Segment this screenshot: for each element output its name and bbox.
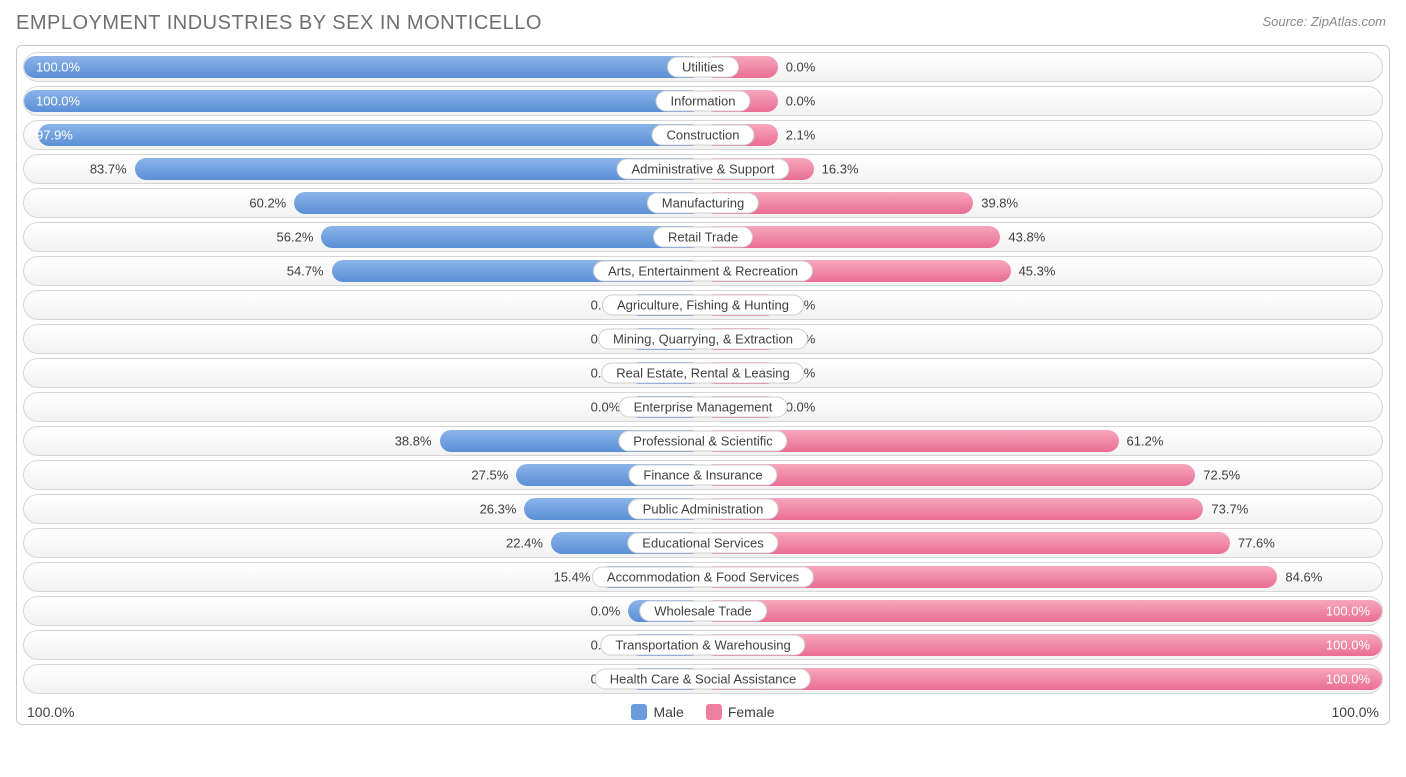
male-value: 54.7% bbox=[287, 264, 324, 279]
male-value: 60.2% bbox=[249, 196, 286, 211]
chart-row: 0.0%0.0%Agriculture, Fishing & Hunting bbox=[23, 290, 1383, 320]
legend: Male Female bbox=[631, 704, 774, 720]
category-label: Construction bbox=[652, 125, 755, 146]
chart-row: 0.0%100.0%Health Care & Social Assistanc… bbox=[23, 664, 1383, 694]
chart-title: EMPLOYMENT INDUSTRIES BY SEX IN MONTICEL… bbox=[16, 12, 1390, 35]
female-value: 0.0% bbox=[786, 60, 816, 75]
legend-swatch-male bbox=[631, 704, 647, 720]
category-label: Manufacturing bbox=[647, 193, 759, 214]
male-value: 100.0% bbox=[36, 94, 80, 109]
chart-row: 0.0% 100.0% Wholesale Trade bbox=[23, 596, 1383, 626]
female-value: 2.1% bbox=[786, 128, 816, 143]
axis-left-max: 100.0% bbox=[27, 704, 74, 720]
category-label: Information bbox=[655, 91, 750, 112]
female-value: 72.5% bbox=[1203, 468, 1240, 483]
female-value: 84.6% bbox=[1285, 570, 1322, 585]
male-value: 0.0% bbox=[591, 604, 621, 619]
chart-row: 100.0% 0.0% Utilities bbox=[23, 52, 1383, 82]
chart-row: 0.0%100.0%Transportation & Warehousing bbox=[23, 630, 1383, 660]
chart-row: 0.0%0.0%Mining, Quarrying, & Extraction bbox=[23, 324, 1383, 354]
female-value: 100.0% bbox=[1326, 604, 1370, 619]
category-label: Accommodation & Food Services bbox=[592, 567, 814, 588]
chart-row: 54.7% 45.3% Arts, Entertainment & Recreati… bbox=[23, 256, 1383, 286]
category-label: Arts, Entertainment & Recreation bbox=[593, 261, 813, 282]
category-label: Real Estate, Rental & Leasing bbox=[601, 363, 804, 384]
female-value: 0.0% bbox=[786, 94, 816, 109]
chart-row: 27.5% 72.5% Finance & Insurance bbox=[23, 460, 1383, 490]
category-label: Professional & Scientific bbox=[618, 431, 787, 452]
chart-row: 38.8% 61.2% Professional & Scientific bbox=[23, 426, 1383, 456]
male-value: 97.9% bbox=[36, 128, 73, 143]
female-value: 45.3% bbox=[1019, 264, 1056, 279]
category-label: Enterprise Management bbox=[619, 397, 788, 418]
female-bar bbox=[703, 600, 1382, 622]
category-label: Utilities bbox=[667, 57, 739, 78]
legend-item-male: Male bbox=[631, 704, 683, 720]
male-bar bbox=[294, 192, 703, 214]
female-value: 61.2% bbox=[1127, 434, 1164, 449]
male-value: 83.7% bbox=[90, 162, 127, 177]
legend-label-female: Female bbox=[728, 704, 775, 720]
category-label: Retail Trade bbox=[653, 227, 753, 248]
chart-row: 0.0%0.0%Real Estate, Rental & Leasing bbox=[23, 358, 1383, 388]
chart-row: 60.2% 39.8% Manufacturing bbox=[23, 188, 1383, 218]
female-bar bbox=[703, 532, 1230, 554]
chart-row: 56.2% 43.8% Retail Trade bbox=[23, 222, 1383, 252]
category-label: Health Care & Social Assistance bbox=[595, 669, 811, 690]
male-bar bbox=[38, 124, 703, 146]
female-value: 77.6% bbox=[1238, 536, 1275, 551]
male-value: 22.4% bbox=[506, 536, 543, 551]
axis-right-max: 100.0% bbox=[1332, 704, 1379, 720]
category-label: Mining, Quarrying, & Extraction bbox=[598, 329, 808, 350]
male-value: 0.0% bbox=[591, 400, 621, 415]
female-value: 100.0% bbox=[1326, 672, 1370, 687]
chart-container: 100.0% 0.0% Utilities 100.0% 0.0% Information… bbox=[16, 45, 1390, 725]
category-label: Transportation & Warehousing bbox=[600, 635, 805, 656]
category-label: Public Administration bbox=[628, 499, 779, 520]
male-value: 38.8% bbox=[395, 434, 432, 449]
male-value: 15.4% bbox=[554, 570, 591, 585]
legend-swatch-female bbox=[706, 704, 722, 720]
chart-row: 26.3% 73.7% Public Administration bbox=[23, 494, 1383, 524]
male-value: 56.2% bbox=[277, 230, 314, 245]
female-value: 0.0% bbox=[786, 400, 816, 415]
male-value: 26.3% bbox=[480, 502, 517, 517]
source-attribution: Source: ZipAtlas.com bbox=[1262, 14, 1386, 29]
category-label: Finance & Insurance bbox=[628, 465, 777, 486]
female-value: 73.7% bbox=[1211, 502, 1248, 517]
legend-label-male: Male bbox=[653, 704, 683, 720]
chart-rows: 100.0% 0.0% Utilities 100.0% 0.0% Information… bbox=[23, 52, 1383, 694]
chart-row: 97.9% 2.1% Construction bbox=[23, 120, 1383, 150]
female-value: 16.3% bbox=[822, 162, 859, 177]
female-value: 43.8% bbox=[1008, 230, 1045, 245]
category-label: Agriculture, Fishing & Hunting bbox=[602, 295, 804, 316]
category-label: Educational Services bbox=[627, 533, 778, 554]
chart-row: 22.4% 77.6% Educational Services bbox=[23, 528, 1383, 558]
female-value: 100.0% bbox=[1326, 638, 1370, 653]
category-label: Administrative & Support bbox=[616, 159, 789, 180]
category-label: Wholesale Trade bbox=[639, 601, 767, 622]
legend-item-female: Female bbox=[706, 704, 775, 720]
chart-row: 0.0% 0.0%Enterprise Management bbox=[23, 392, 1383, 422]
male-bar bbox=[321, 226, 703, 248]
female-value: 39.8% bbox=[981, 196, 1018, 211]
chart-footer: 100.0% Male Female 100.0% bbox=[23, 698, 1383, 724]
male-bar bbox=[24, 56, 703, 78]
male-value: 27.5% bbox=[471, 468, 508, 483]
chart-row: 83.7% 16.3% Administrative & Support bbox=[23, 154, 1383, 184]
male-value: 100.0% bbox=[36, 60, 80, 75]
chart-row: 100.0% 0.0% Information bbox=[23, 86, 1383, 116]
male-bar bbox=[24, 90, 703, 112]
chart-row: 15.4% 84.6% Accommodation & Food Services bbox=[23, 562, 1383, 592]
